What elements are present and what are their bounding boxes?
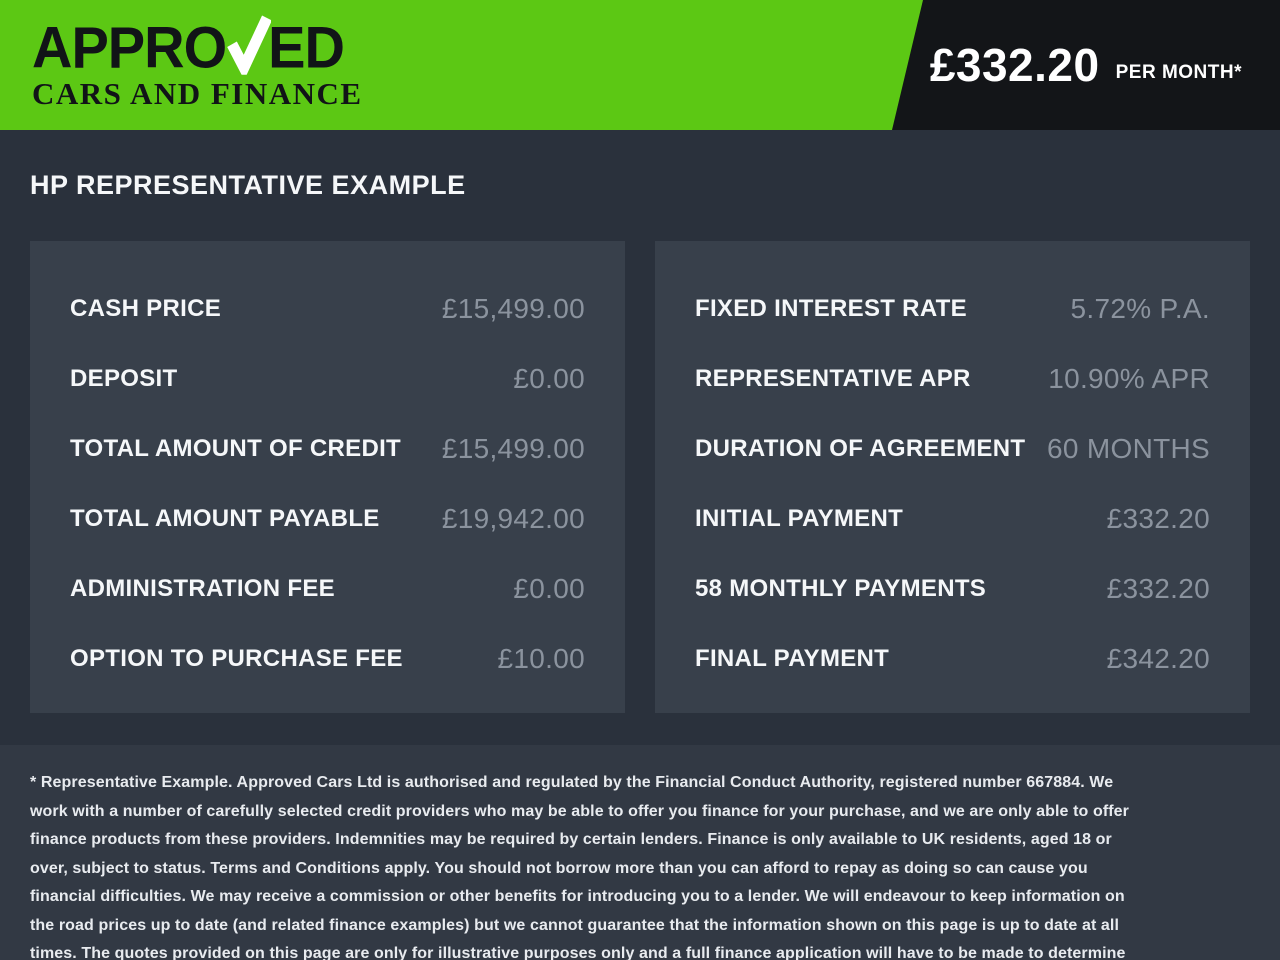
finance-row-option-fee: OPTION TO PURCHASE FEE £10.00 (70, 624, 585, 694)
finance-value: £0.00 (513, 573, 585, 604)
finance-value: £342.20 (1106, 643, 1210, 674)
finance-label: FIXED INTEREST RATE (695, 295, 967, 322)
finance-row-total-credit: TOTAL AMOUNT OF CREDIT £15,499.00 (70, 414, 585, 484)
finance-row-total-payable: TOTAL AMOUNT PAYABLE £19,942.00 (70, 484, 585, 554)
finance-value: £15,499.00 (441, 433, 585, 464)
finance-panels: CASH PRICE £15,499.00 DEPOSIT £0.00 TOTA… (30, 241, 1250, 713)
finance-label: REPRESENTATIVE APR (695, 365, 971, 392)
finance-row-deposit: DEPOSIT £0.00 (70, 344, 585, 414)
finance-label: TOTAL AMOUNT PAYABLE (70, 505, 380, 532)
finance-value: £0.00 (513, 363, 585, 394)
main-content: HP REPRESENTATIVE EXAMPLE CASH PRICE £15… (0, 130, 1280, 745)
finance-panel-right: FIXED INTEREST RATE 5.72% P.A. REPRESENT… (655, 241, 1250, 713)
check-mark-icon (225, 12, 273, 80)
finance-row-monthly-payments: 58 MONTHLY PAYMENTS £332.20 (695, 554, 1210, 624)
finance-label: DURATION OF AGREEMENT (695, 435, 1026, 462)
finance-value: £19,942.00 (441, 503, 585, 534)
finance-value: 60 MONTHS (1047, 433, 1210, 464)
finance-row-cash-price: CASH PRICE £15,499.00 (70, 274, 585, 344)
logo-title-part2: ED (268, 13, 345, 80)
approved-cars-logo: APPRO ED CARS AND FINANCE (32, 13, 363, 111)
monthly-price: £332.20 (929, 39, 1100, 91)
monthly-price-banner: £332.20 PER MONTH* (892, 0, 1280, 130)
finance-row-duration: DURATION OF AGREEMENT 60 MONTHS (695, 414, 1210, 484)
disclaimer-text: * Representative Example. Approved Cars … (30, 774, 1130, 960)
finance-value: 5.72% P.A. (1070, 293, 1210, 324)
finance-value: £10.00 (497, 643, 585, 674)
header-banner: APPRO ED CARS AND FINANCE £332.20 PER MO… (0, 0, 1280, 130)
logo-subtitle: CARS AND FINANCE (32, 76, 363, 111)
finance-value: £332.20 (1106, 573, 1210, 604)
finance-value: £15,499.00 (441, 293, 585, 324)
finance-value: 10.90% APR (1048, 363, 1210, 394)
page-title: HP REPRESENTATIVE EXAMPLE (30, 170, 466, 200)
finance-row-interest-rate: FIXED INTEREST RATE 5.72% P.A. (695, 274, 1210, 344)
finance-value: £332.20 (1106, 503, 1210, 534)
finance-label: ADMINISTRATION FEE (70, 575, 335, 602)
logo-title-part1: APPRO (32, 13, 227, 80)
finance-label: DEPOSIT (70, 365, 178, 392)
finance-row-admin-fee: ADMINISTRATION FEE £0.00 (70, 554, 585, 624)
monthly-price-suffix: PER MONTH* (1115, 62, 1242, 83)
logo-title: APPRO ED (32, 13, 363, 80)
finance-label: INITIAL PAYMENT (695, 505, 904, 532)
finance-row-apr: REPRESENTATIVE APR 10.90% APR (695, 344, 1210, 414)
finance-panel-left: CASH PRICE £15,499.00 DEPOSIT £0.00 TOTA… (30, 241, 625, 713)
finance-label: TOTAL AMOUNT OF CREDIT (70, 435, 402, 462)
finance-label: CASH PRICE (70, 295, 222, 322)
finance-label: OPTION TO PURCHASE FEE (70, 645, 403, 672)
finance-row-initial-payment: INITIAL PAYMENT £332.20 (695, 484, 1210, 554)
finance-row-final-payment: FINAL PAYMENT £342.20 (695, 624, 1210, 694)
finance-label: 58 MONTHLY PAYMENTS (695, 575, 987, 602)
footer-section: * Representative Example. Approved Cars … (0, 745, 1280, 960)
finance-label: FINAL PAYMENT (695, 645, 890, 672)
